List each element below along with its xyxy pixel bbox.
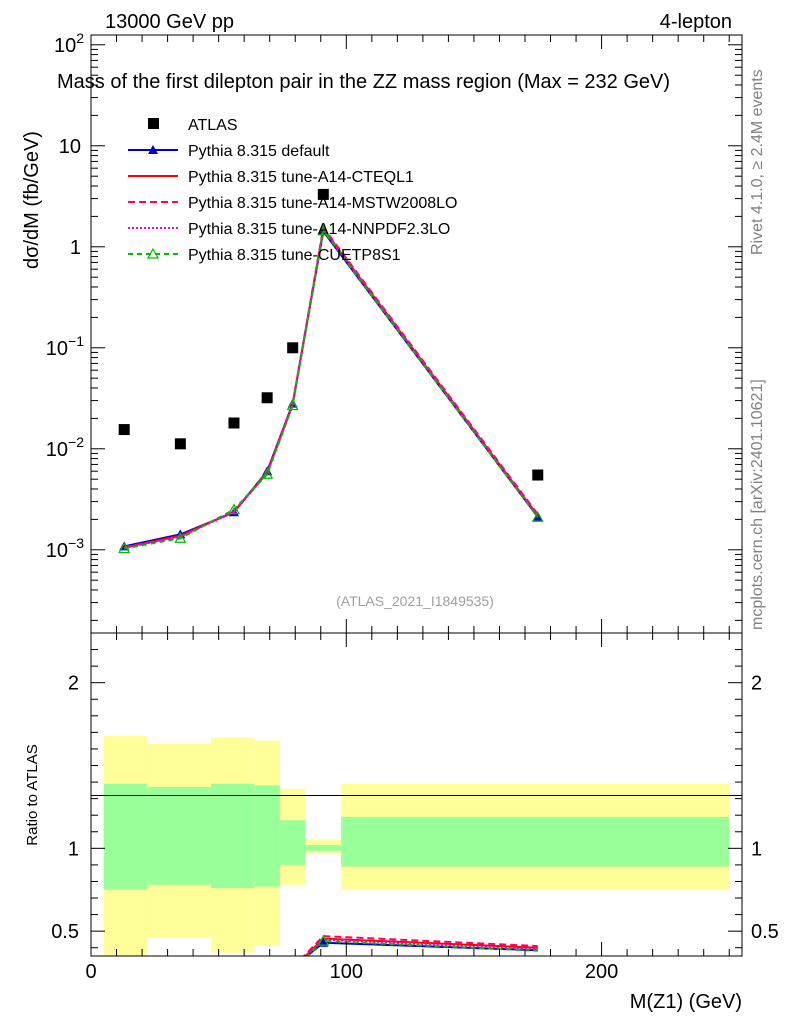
main-ytick-label-0: 10−3 xyxy=(46,535,84,562)
xtick-label-2: 200 xyxy=(585,961,618,983)
process-label: 4-lepton xyxy=(660,11,732,33)
mc-marker-4-1 xyxy=(174,532,187,543)
atlas-point-2 xyxy=(228,417,240,429)
ratio-ytick-label-left-2: 2 xyxy=(68,673,79,695)
ratio-ytick-label-left-1: 1 xyxy=(68,838,79,860)
ratio-series-lines xyxy=(302,934,538,956)
mc-marker-4-4 xyxy=(286,399,299,411)
mc-marker-4-2 xyxy=(227,503,240,515)
main-ytick-label-2: 10−1 xyxy=(46,333,84,360)
legend-label-atlas: ATLAS xyxy=(188,117,238,134)
inner-band-6 xyxy=(341,816,730,867)
legend-label-4: Pythia 8.315 tune-CUETP8S1 xyxy=(188,247,401,264)
main-ytick-label-3: 1 xyxy=(70,237,81,259)
ratio-marker-cuetp8s1 xyxy=(317,934,330,946)
main-ytick-label-4: 10 xyxy=(59,136,81,158)
ratio-ytick-label-left-0: 0.5 xyxy=(51,921,79,943)
mcplots-label: mcplots.cern.ch [arXiv:2401.10621] xyxy=(749,379,766,630)
inner-band-5 xyxy=(305,845,342,851)
legend: ATLAS Pythia 8.315 default Pythia 8.315 tu… xyxy=(128,117,457,264)
rivet-version-label: Rivet 4.1.0, ≥ 2.4M events xyxy=(749,69,766,255)
atlas-point-1 xyxy=(174,438,186,450)
inner-band-2 xyxy=(210,783,255,889)
legend-label-3: Pythia 8.315 tune-A14-NNPDF2.3LO xyxy=(188,221,450,238)
x-axis-title: M(Z1) (GeV) xyxy=(630,991,742,1013)
ratio-y-axis-title: Ratio to ATLAS xyxy=(24,744,41,845)
atlas-point-5 xyxy=(317,188,329,200)
axis-tick-labels: 10−3 10−2 10−1 1 10 102 0.5 0.5 1 1 2 2 0 100 200 xyxy=(46,30,779,983)
mc-marker-4-5 xyxy=(317,224,330,236)
atlas-data-points xyxy=(118,188,544,481)
mc-line-4 xyxy=(124,228,539,550)
legend-marker-4 xyxy=(146,247,160,259)
main-ytick-label-1: 10−2 xyxy=(46,434,84,461)
ratio-line-3 xyxy=(304,938,538,956)
ratio-plot-frame xyxy=(90,632,743,957)
atlas-point-3 xyxy=(261,392,273,404)
mc-marker-4-3 xyxy=(261,467,274,479)
analysis-watermark: (ATLAS_2021_I1849535) xyxy=(336,593,494,609)
mc-line-0 xyxy=(123,228,539,548)
legend-marker-atlas xyxy=(148,118,159,129)
inner-band-4 xyxy=(279,820,306,865)
mc-line-1 xyxy=(123,226,539,549)
inner-band-0 xyxy=(103,783,148,890)
mc-line-3 xyxy=(123,227,539,550)
ratio-ytick-label-right-1: 1 xyxy=(751,838,762,860)
legend-marker-0 xyxy=(148,145,158,154)
plot-title: Mass of the first dilepton pair in the Z… xyxy=(57,71,670,93)
ratio-ytick-label-right-2: 2 xyxy=(751,673,762,695)
ratio-ytick-label-right-0: 0.5 xyxy=(751,921,779,943)
legend-label-0: Pythia 8.315 default xyxy=(188,143,330,160)
mc-line-2 xyxy=(123,225,539,549)
legend-label-2: Pythia 8.315 tune-A14-MSTW2008LO xyxy=(188,195,457,212)
atlas-point-6 xyxy=(532,469,544,481)
inner-band-1 xyxy=(147,787,211,885)
xtick-label-0: 0 xyxy=(85,961,96,983)
axis-ticks xyxy=(90,35,742,956)
mc-marker-4-0 xyxy=(118,542,131,554)
inner-band-3 xyxy=(254,785,280,887)
mc-series-lines xyxy=(118,224,544,554)
atlas-point-0 xyxy=(118,424,130,436)
xtick-label-1: 100 xyxy=(330,961,363,983)
ratio-uncertainty-bands xyxy=(103,735,730,956)
ratio-line-4 xyxy=(305,940,538,956)
main-y-axis-title: dσ/dM (fb/GeV) xyxy=(21,131,43,269)
atlas-point-4 xyxy=(287,342,299,354)
mc-marker-4-6 xyxy=(531,511,544,522)
ratio-line-2 xyxy=(302,935,538,956)
main-ytick-label-5: 102 xyxy=(54,30,84,57)
legend-label-1: Pythia 8.315 tune-A14-CTEQL1 xyxy=(188,169,414,186)
energy-label: 13000 GeV pp xyxy=(105,11,234,33)
